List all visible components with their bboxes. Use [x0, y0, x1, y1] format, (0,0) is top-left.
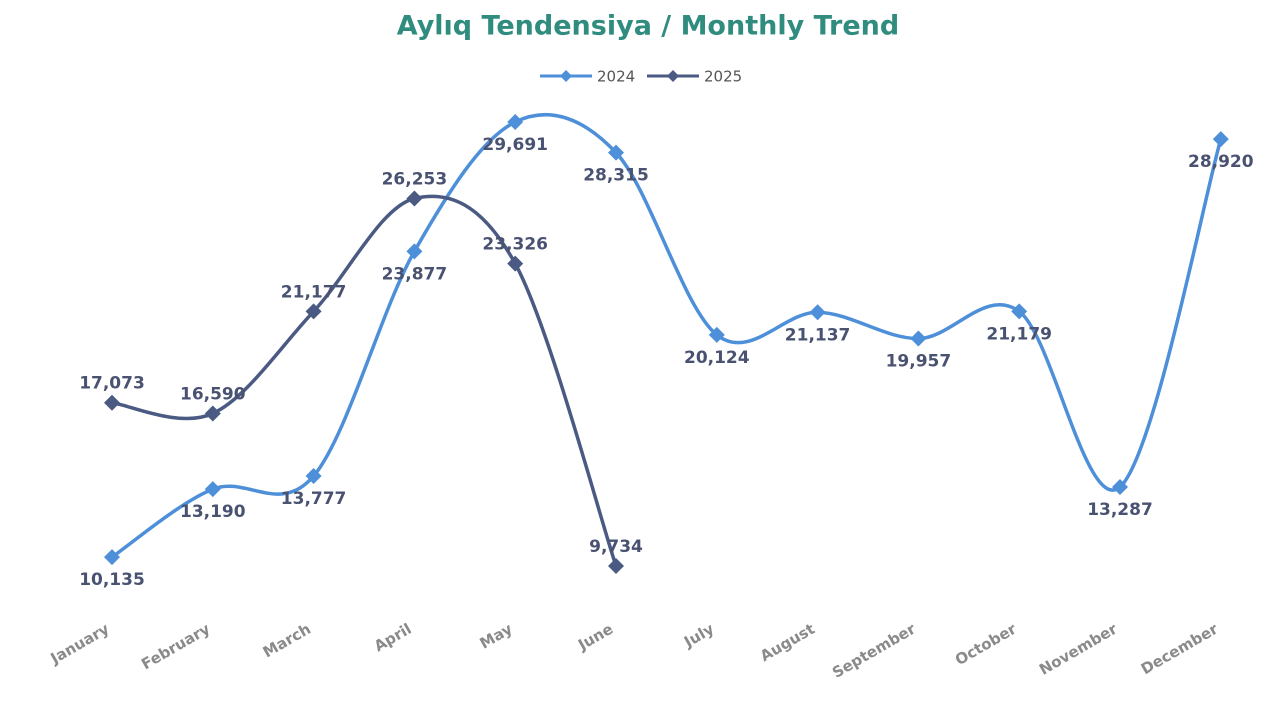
point-marker — [1112, 478, 1128, 495]
data-label: 19,957 — [886, 352, 952, 372]
data-label: 28,920 — [1188, 152, 1254, 172]
point-marker — [204, 481, 221, 498]
data-label: 17,073 — [79, 374, 145, 394]
chart-title: Aylıq Tendensiya / Monthly Trend — [397, 11, 899, 42]
x-tick-label: December — [1138, 619, 1222, 678]
x-tick-label: July — [680, 620, 717, 652]
point-marker — [406, 190, 423, 207]
data-label: 28,315 — [583, 166, 649, 186]
data-label: 13,190 — [180, 502, 246, 522]
point-marker — [910, 330, 927, 347]
series-line — [111, 112, 1223, 559]
point-marker — [406, 243, 423, 260]
data-label: 10,135 — [79, 570, 145, 590]
point-marker — [305, 468, 322, 485]
x-tick-label: March — [260, 620, 314, 662]
legend-marker — [667, 70, 679, 82]
legend-marker — [560, 70, 572, 82]
data-label: 26,253 — [382, 169, 448, 189]
data-label: 13,777 — [281, 489, 347, 509]
point-marker — [608, 558, 624, 574]
data-label: 21,177 — [281, 282, 347, 302]
point-marker — [608, 144, 624, 161]
point-marker — [1212, 131, 1229, 148]
x-tick-label: May — [477, 620, 516, 653]
point-marker — [204, 405, 221, 422]
point-marker — [507, 255, 524, 272]
data-label: 23,326 — [482, 235, 548, 255]
legend-label: 2024 — [597, 68, 635, 86]
point-marker — [104, 549, 120, 566]
data-label: 9,734 — [589, 537, 643, 557]
point-marker — [507, 114, 524, 130]
data-label: 20,124 — [684, 348, 750, 368]
x-tick-label: June — [574, 620, 616, 655]
x-tick-label: September — [829, 619, 919, 681]
legend-label: 2025 — [704, 68, 742, 86]
x-tick-label: November — [1036, 619, 1121, 678]
data-label: 13,287 — [1087, 500, 1153, 520]
data-label: 21,137 — [785, 325, 851, 345]
data-label: 23,877 — [382, 264, 448, 284]
x-tick-label: January — [47, 620, 113, 668]
data-label: 16,590 — [180, 384, 246, 404]
data-label: 21,179 — [986, 324, 1052, 344]
x-tick-label: October — [952, 619, 1020, 669]
point-marker — [305, 303, 322, 320]
x-tick-label: February — [138, 620, 213, 674]
point-marker — [1011, 303, 1028, 320]
point-marker — [104, 394, 120, 411]
x-tick-label: August — [757, 620, 818, 665]
x-tick-label: April — [371, 620, 415, 656]
data-label: 29,691 — [482, 135, 548, 155]
point-marker — [708, 326, 725, 343]
point-marker — [809, 304, 826, 321]
